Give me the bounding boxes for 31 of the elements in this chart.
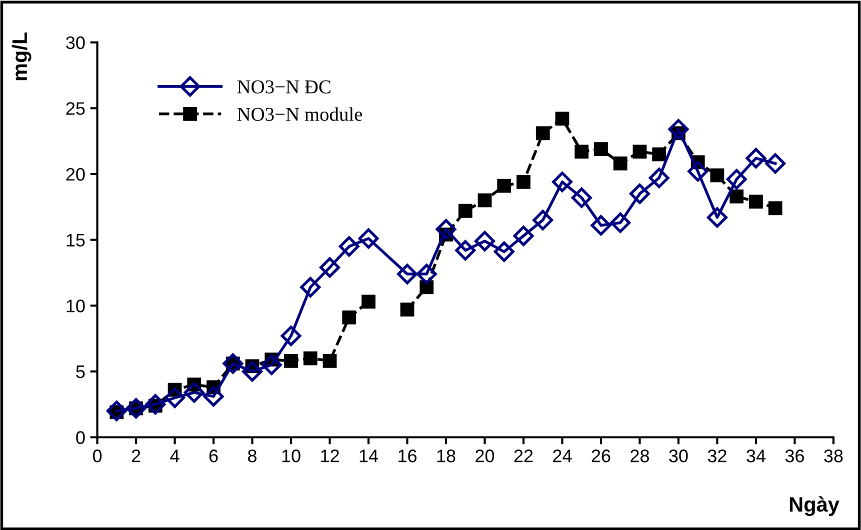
- x-tick-label: 24: [553, 450, 572, 462]
- x-tick-label: 36: [785, 450, 804, 462]
- x-tick-label: 2: [132, 450, 140, 462]
- x-tick-label: 30: [669, 450, 688, 462]
- y-tick-label: 5: [76, 366, 85, 378]
- x-tick-label: 8: [248, 450, 257, 462]
- x-tick-label: 28: [630, 450, 649, 462]
- y-tick-label: 25: [66, 102, 85, 115]
- x-tick-label: 18: [437, 450, 456, 462]
- x-tick-label: 26: [592, 450, 610, 462]
- x-tick-label: 22: [514, 450, 533, 462]
- x-axis-title: Ngày: [790, 496, 840, 516]
- legend-label: NO3−N ĐC: [237, 80, 330, 94]
- y-tick-label: 20: [66, 168, 85, 181]
- legend-label: NO3−N module: [237, 107, 362, 121]
- y-axis-title: mg/L: [12, 32, 32, 80]
- x-tick-label: 32: [708, 450, 726, 462]
- x-tick-label: 6: [209, 450, 218, 462]
- y-tick-label: 10: [66, 300, 85, 312]
- x-tick-label: 16: [398, 450, 416, 462]
- x-tick-label: 14: [360, 450, 378, 462]
- y-tick-label: 15: [66, 234, 85, 247]
- x-tick-label: 34: [746, 450, 766, 462]
- x-tick-label: 0: [92, 450, 102, 462]
- x-tick-label: 10: [282, 450, 300, 462]
- x-tick-label: 38: [824, 450, 843, 462]
- x-tick-label: 12: [321, 450, 339, 462]
- x-tick-label: 4: [170, 450, 180, 462]
- y-tick-label: 0: [76, 431, 85, 444]
- y-tick-label: 30: [66, 36, 85, 50]
- x-tick-label: 20: [476, 450, 494, 462]
